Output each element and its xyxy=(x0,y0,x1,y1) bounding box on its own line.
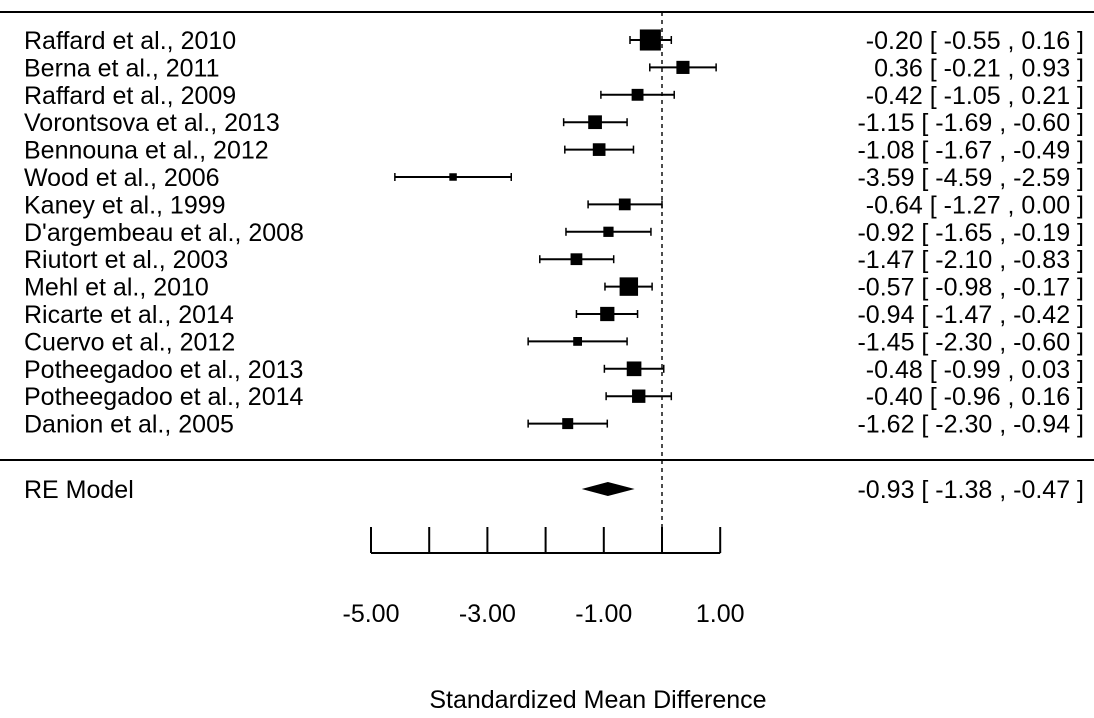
effect-size-square xyxy=(626,361,642,377)
study-rows: Raffard et al., 2010 -0.20 [ -0.55 , 0.16… xyxy=(24,27,1084,439)
study-label: Raffard et al., 2010 xyxy=(24,27,236,55)
effect-size-square xyxy=(570,253,583,266)
study-label: Cuervo et al., 2012 xyxy=(24,328,235,356)
study-label: Bennouna et al., 2012 xyxy=(24,137,269,165)
summary-estimate-text: -0.93 [ -1.38 , -0.47 ] xyxy=(857,476,1084,504)
study-label: Ricarte et al., 2014 xyxy=(24,301,234,329)
x-axis-label: Standardized Mean Difference xyxy=(429,686,766,714)
study-row: Potheegadoo et al., 2014 -0.40 [ -0.96 , … xyxy=(24,383,1084,411)
study-row: Ricarte et al., 2014 -0.94 [ -1.47 , -0.4… xyxy=(24,301,1084,329)
study-label: Mehl et al., 2010 xyxy=(24,274,209,302)
study-estimate-text: -0.92 [ -1.65 , -0.19 ] xyxy=(857,219,1084,247)
study-estimate-text: -0.40 [ -0.96 , 0.16 ] xyxy=(866,383,1084,411)
effect-size-square xyxy=(618,198,631,211)
x-tick-label: -3.00 xyxy=(459,600,516,628)
study-row: Berna et al., 2011 0.36 [ -0.21 , 0.93 ] xyxy=(24,54,1084,82)
study-row: Mehl et al., 2010 -0.57 [ -0.98 , -0.17 ] xyxy=(24,274,1084,302)
x-tick-label: 1.00 xyxy=(696,600,745,628)
study-row: Potheegadoo et al., 2013 -0.48 [ -0.99 , … xyxy=(24,356,1084,384)
study-row: Kaney et al., 1999 -0.64 [ -1.27 , 0.00 ] xyxy=(24,191,1084,219)
effect-size-square xyxy=(588,115,602,130)
study-label: Vorontsova et al., 2013 xyxy=(24,109,280,137)
study-label: Raffard et al., 2009 xyxy=(24,82,236,110)
effect-size-square xyxy=(619,277,639,296)
study-estimate-text: -1.45 [ -2.30 , -0.60 ] xyxy=(857,328,1084,356)
study-row: Cuervo et al., 2012 -1.45 [ -2.30 , -0.60… xyxy=(24,328,1084,356)
study-label: Kaney et al., 1999 xyxy=(24,191,226,219)
summary-row: RE Model -0.93 [ -1.38 , -0.47 ] xyxy=(24,476,1084,504)
study-label: Riutort et al., 2003 xyxy=(24,246,228,274)
effect-size-square xyxy=(592,143,606,156)
summary-label: RE Model xyxy=(24,476,134,504)
study-row: Vorontsova et al., 2013 -1.15 [ -1.69 , -… xyxy=(24,109,1084,137)
effect-size-square xyxy=(449,173,457,181)
summary-diamond xyxy=(581,482,635,496)
study-estimate-text: -0.42 [ -1.05 , 0.21 ] xyxy=(866,82,1084,110)
x-tick-label: -1.00 xyxy=(575,600,632,628)
study-estimate-text: -0.94 [ -1.47 , -0.42 ] xyxy=(857,301,1084,329)
effect-size-square xyxy=(562,418,574,430)
study-row: Raffard et al., 2009 -0.42 [ -1.05 , 0.21… xyxy=(24,82,1084,110)
study-row: Riutort et al., 2003 -1.47 [ -2.10 , -0.8… xyxy=(24,246,1084,274)
effect-size-square xyxy=(632,389,646,403)
study-label: Danion et al., 2005 xyxy=(24,411,234,439)
study-label: Wood et al., 2006 xyxy=(24,164,220,192)
x-tick-label: -5.00 xyxy=(343,600,400,628)
study-estimate-text: -1.62 [ -2.30 , -0.94 ] xyxy=(857,411,1084,439)
study-row: Danion et al., 2005 -1.62 [ -2.30 , -0.94… xyxy=(24,411,1084,439)
study-row: D'argembeau et al., 2008 -0.92 [ -1.65 , … xyxy=(24,219,1084,247)
study-estimate-text: -1.47 [ -2.10 , -0.83 ] xyxy=(857,246,1084,274)
plot-frame xyxy=(0,11,1094,548)
study-estimate-text: -1.08 [ -1.67 , -0.49 ] xyxy=(857,137,1084,165)
x-axis: -5.00 -3.00 -1.00 1.00 xyxy=(343,527,745,628)
study-estimate-text: -0.48 [ -0.99 , 0.03 ] xyxy=(866,356,1084,384)
study-estimate-text: -0.64 [ -1.27 , 0.00 ] xyxy=(866,191,1084,219)
effect-size-square xyxy=(631,88,644,101)
study-row: Wood et al., 2006 -3.59 [ -4.59 , -2.59 ] xyxy=(24,164,1084,192)
study-label: Potheegadoo et al., 2013 xyxy=(24,356,303,384)
effect-size-square xyxy=(603,226,614,237)
effect-size-square xyxy=(600,306,615,322)
study-estimate-text: 0.36 [ -0.21 , 0.93 ] xyxy=(874,54,1084,82)
effect-size-square xyxy=(676,60,690,74)
study-label: D'argembeau et al., 2008 xyxy=(24,219,304,247)
effect-size-square xyxy=(639,29,661,51)
study-estimate-text: -0.20 [ -0.55 , 0.16 ] xyxy=(866,27,1084,55)
study-estimate-text: -1.15 [ -1.69 , -0.60 ] xyxy=(857,109,1084,137)
study-label: Berna et al., 2011 xyxy=(24,54,220,82)
study-label: Potheegadoo et al., 2014 xyxy=(24,383,304,411)
study-estimate-text: -0.57 [ -0.98 , -0.17 ] xyxy=(857,274,1084,302)
effect-size-square xyxy=(573,337,583,346)
study-estimate-text: -3.59 [ -4.59 , -2.59 ] xyxy=(857,164,1084,192)
study-row: Bennouna et al., 2012 -1.08 [ -1.67 , -0.… xyxy=(24,137,1084,165)
study-row: Raffard et al., 2010 -0.20 [ -0.55 , 0.16… xyxy=(24,27,1084,55)
